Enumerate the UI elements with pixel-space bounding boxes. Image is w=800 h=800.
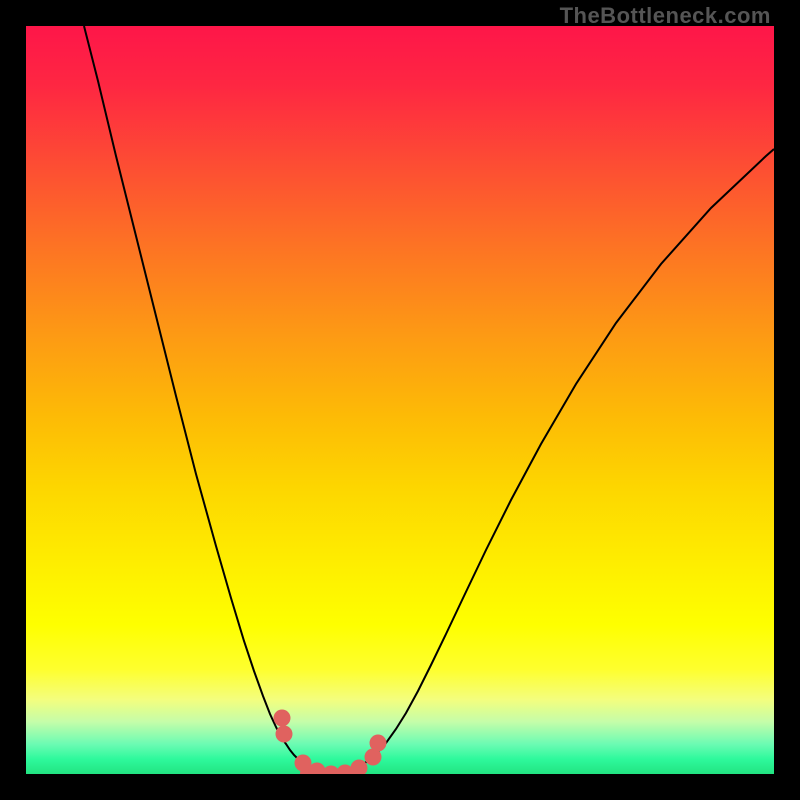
- plot-area: [26, 26, 774, 774]
- v-curve: [84, 26, 774, 773]
- marker-dot: [274, 710, 291, 727]
- watermark-text: TheBottleneck.com: [560, 3, 771, 29]
- marker-dot: [370, 735, 387, 752]
- curve-svg: [26, 26, 774, 774]
- marker-group: [274, 710, 387, 775]
- marker-dot: [276, 726, 293, 743]
